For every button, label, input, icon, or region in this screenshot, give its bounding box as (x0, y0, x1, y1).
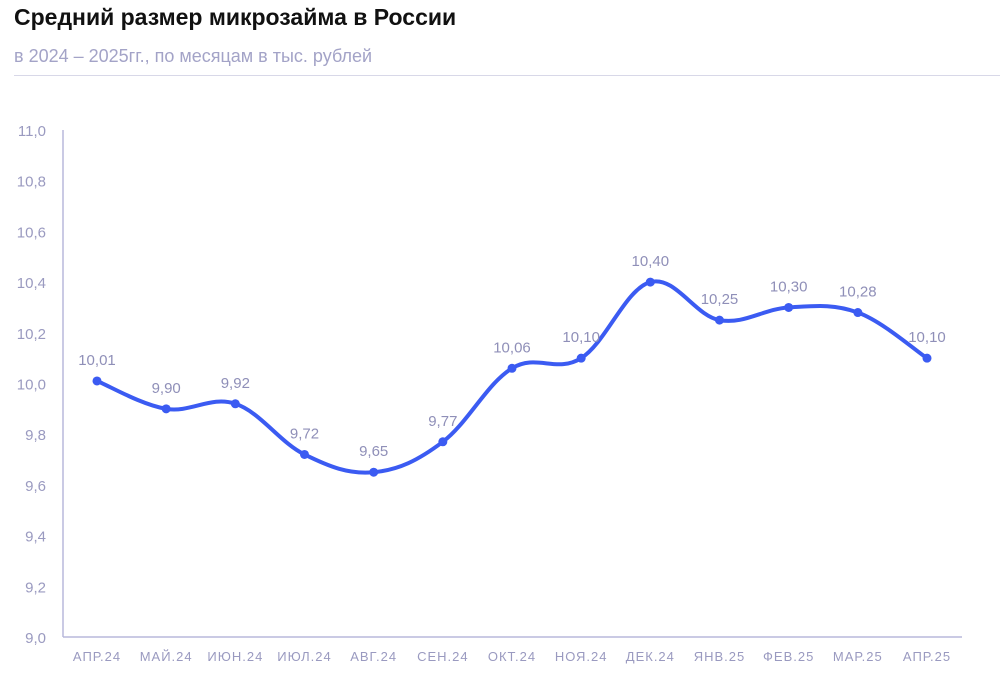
data-point (576, 353, 586, 363)
y-tick-label: 10,4 (17, 275, 46, 292)
data-point (230, 399, 240, 409)
x-tick-label: ЯНВ.25 (694, 649, 746, 664)
x-tick-label: ФЕВ.25 (763, 649, 814, 664)
data-label: 10,30 (770, 278, 808, 295)
data-point (300, 449, 309, 459)
x-tick-label: МАР.25 (833, 649, 883, 664)
y-tick-label: 9,2 (25, 579, 46, 596)
x-tick-label: АПР.25 (903, 649, 951, 664)
x-tick-label: СЕН.24 (417, 649, 469, 664)
data-point (161, 404, 171, 414)
y-tick-label: 10,6 (17, 224, 46, 241)
data-point (369, 467, 379, 477)
x-tick-label: ИЮН.24 (207, 649, 263, 664)
y-tick-label: 9,0 (25, 630, 46, 647)
y-tick-label: 10,2 (17, 326, 46, 343)
x-tick-label: АПР.24 (73, 649, 121, 664)
data-point (715, 315, 724, 325)
data-label: 9,92 (221, 375, 250, 392)
data-label: 9,72 (290, 425, 319, 442)
data-label: 9,77 (428, 413, 457, 430)
x-tick-label: НОЯ.24 (555, 649, 608, 664)
data-label: 10,40 (632, 253, 670, 270)
y-tick-label: 9,8 (25, 427, 46, 444)
data-point (784, 302, 794, 312)
x-tick-label: ДЕК.24 (626, 649, 675, 664)
data-label: 10,06 (493, 339, 531, 356)
data-point (438, 437, 448, 447)
data-point (92, 376, 102, 386)
y-tick-label: 9,6 (25, 478, 46, 495)
data-label: 9,65 (359, 443, 388, 460)
data-label: 10,01 (78, 352, 116, 369)
y-tick-label: 10,8 (17, 174, 46, 191)
chart-title: Средний размер микрозайма в России (14, 4, 457, 30)
y-tick-label: 9,4 (25, 529, 46, 546)
header-divider (14, 75, 1000, 76)
data-point (507, 363, 517, 373)
data-label: 10,10 (908, 329, 946, 346)
y-tick-label: 10,0 (17, 377, 46, 394)
data-point (645, 277, 655, 287)
x-tick-label: МАЙ.24 (140, 649, 193, 664)
y-tick-label: 11,0 (18, 123, 46, 140)
data-label: 10,25 (701, 291, 739, 308)
x-tick-label: ИЮЛ.24 (277, 649, 332, 664)
data-label: 9,90 (152, 380, 181, 397)
x-tick-label: АВГ.24 (350, 649, 397, 664)
x-tick-label: ОКТ.24 (488, 649, 536, 664)
chart-subtitle: в 2024 – 2025гг., по месяцам в тыс. рубл… (14, 46, 373, 66)
data-point (853, 308, 863, 318)
data-label: 10,28 (839, 284, 877, 301)
data-point (922, 353, 932, 363)
data-label: 10,10 (562, 329, 600, 346)
